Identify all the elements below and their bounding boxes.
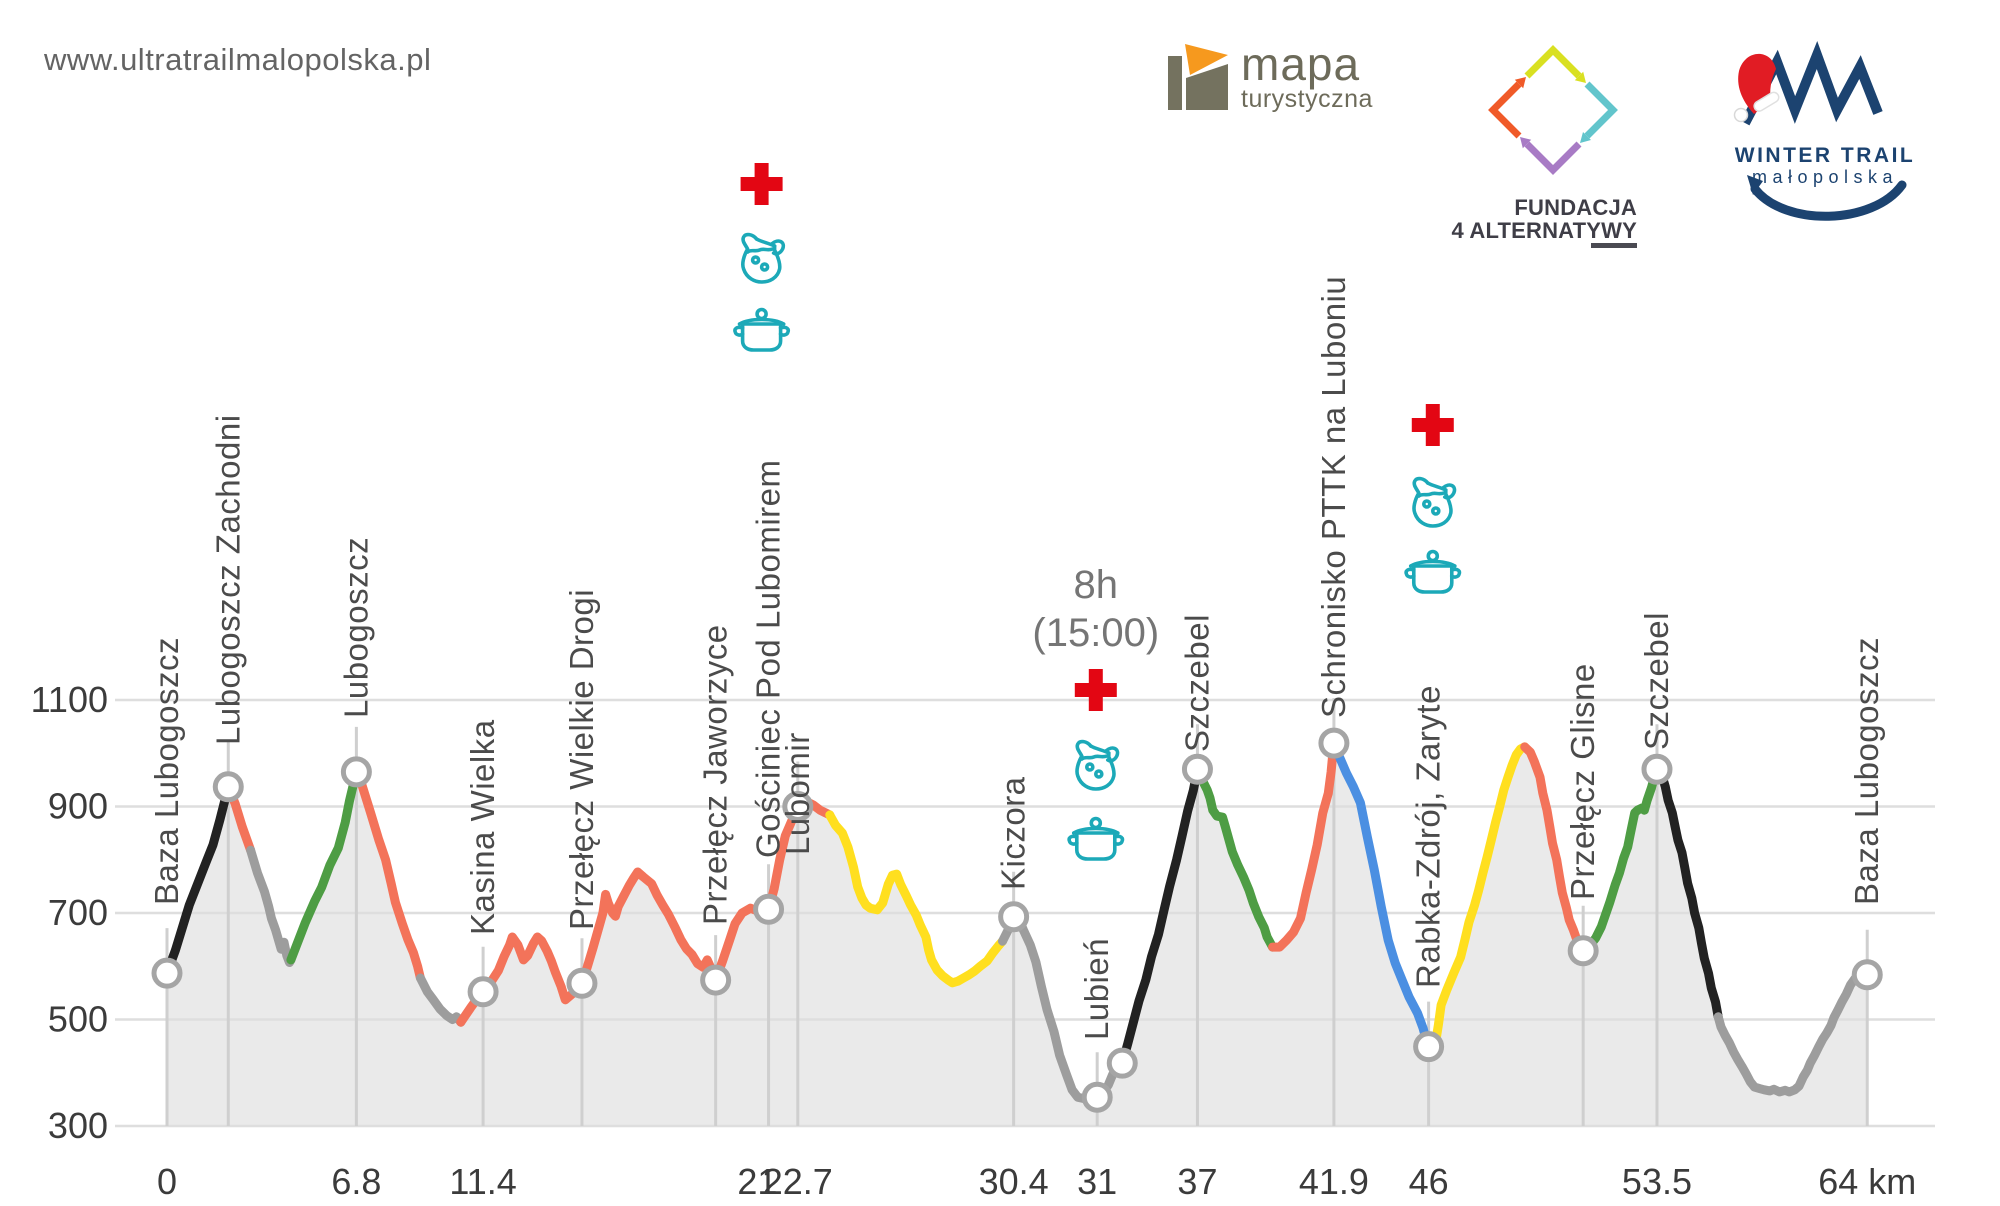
waypoint-marker [1641,753,1673,785]
waypoint-label: Lubogoszcz [337,537,374,718]
profile-segment-gray [415,973,466,1027]
food-pot-icon [733,307,790,352]
food-pot-icon [1067,816,1125,861]
y-axis-tick: 1100 [31,679,108,720]
y-axis-tick: 700 [48,892,108,933]
profile-segment-green [1578,764,1662,956]
x-axis-tick: 21 [737,1161,777,1202]
mapa-logo-subtitle: turystyczna [1241,85,1373,113]
profile-segment-green [1197,774,1278,952]
waypoint-label: Kasina Wielka [464,719,501,935]
smile-arc-icon [1750,180,1907,221]
x-axis-tick: 37 [1177,1161,1217,1202]
waypoint-label: Schronisko PTTK na Luboniu [1315,276,1352,718]
profile-segment-yellow [1431,742,1530,1047]
x-axis-tick: 41.9 [1299,1161,1369,1202]
x-axis-tick: 31 [1077,1161,1117,1202]
waypoint-marker [782,791,814,822]
y-axis-tick: 300 [48,1105,108,1146]
drink-jug-icon [1075,739,1120,791]
profile-segment-green [286,767,361,965]
waypoint-marker [1413,1031,1445,1063]
x-axis-tick: 6.8 [331,1161,381,1202]
x-axis-tick: 64 km [1818,1161,1916,1202]
winter-trail-malopolska-logo: WINTER TRAIL małopolska [1725,35,1935,245]
waypoint-label: Szczebel [1178,614,1215,752]
profile-segment-salmon [1268,738,1339,952]
waypoint-label: Gościniec Pod Lubomirem [750,459,787,858]
waypoint-label: Rabka-Zdrój, Zaryte [1410,685,1447,988]
waypoint-marker [700,964,732,996]
waypoint-marker [1851,959,1883,991]
profile-segment-salmon [351,767,425,983]
waypoint-marker [1181,753,1213,785]
mapa-logo-title: mapa [1241,38,1361,90]
x-axis-tick: 11.4 [449,1161,516,1202]
waypoint-label: Przełęcz Wielkie Drogi [563,589,600,930]
x-axis-tick: 30.4 [979,1161,1049,1202]
winter-trail-logo-line2: małopolska [1752,167,1898,187]
winter-trail-mountains-icon: WINTER TRAIL małopolska [1733,40,1915,221]
fundacja-logo-line1: FUNDACJA [1514,195,1637,220]
winter-trail-logo-line1: WINTER TRAIL [1735,144,1915,167]
fundacja-logo-line2: 4 ALTERNATYWY [1451,218,1637,243]
drink-jug-icon [741,232,786,284]
waypoint-label: Baza Lubogoszcz [1848,637,1885,905]
profile-segment-blue [1329,738,1434,1052]
fundacja-arrows-icon [1488,45,1618,175]
waypoint-marker [566,967,598,999]
first-aid-cross-icon [1074,669,1117,711]
first-aid-cross-icon [740,163,783,205]
waypoint-marker [1106,1047,1138,1079]
profile-segment-salmon [1520,742,1588,956]
waypoint-label: Szczebel [1638,612,1675,750]
profile-area-fill [167,743,1868,1126]
waypoint-label: Lubień [1078,938,1115,1040]
waypoint-marker [340,756,372,788]
cutoff-time-note: (15:00) [1032,611,1159,655]
mapa-turystyczna-icon [1168,44,1228,110]
waypoint-label: Kiczora [995,776,1032,890]
x-axis-tick: 22.7 [763,1161,833,1202]
waypoint-marker [467,976,499,1008]
fundacja-4-alternatywy-logo: FUNDACJA 4 ALTERNATYWY [1451,40,1715,255]
profile-segment-gray [246,845,296,967]
waypoint-marker [998,901,1030,933]
waypoint-label: Baza Lubogoszcz [148,637,185,905]
waypoint-marker [1318,727,1350,759]
profile-segment-black [1117,764,1207,1068]
waypoint-label: Przełęcz Glisne [1564,663,1601,900]
x-axis-tick: 46 [1409,1161,1449,1202]
profile-segment-black [1652,764,1723,1022]
waypoint-marker [151,957,183,989]
profile-segment-gray [1713,968,1872,1097]
profile-segment-black [162,782,233,978]
profile-segment-yellow [825,810,1007,988]
drink-jug-icon [1412,476,1457,528]
waypoint-marker [1081,1081,1113,1113]
website-url: www.ultratrailmalopolska.pl [44,42,432,77]
y-axis-tick: 900 [48,786,108,827]
waypoint-marker [753,893,785,925]
food-pot-icon [1404,549,1462,594]
first-aid-cross-icon [1411,404,1454,446]
x-axis-tick: 0 [157,1161,177,1202]
waypoint-label: Lubomir [779,732,816,855]
cutoff-time-note: 8h [1074,563,1119,607]
smile-arrowhead-icon [1747,175,1763,195]
fundacja-logo-underline [1591,243,1637,248]
x-axis-tick: 53.5 [1622,1161,1692,1202]
y-axis-tick: 500 [48,999,108,1040]
waypoint-label: Lubogoszcz Zachodni [209,414,246,745]
waypoint-marker [1567,935,1599,967]
mapa-turystyczna-logo: mapa turystyczna [1168,38,1373,116]
waypoint-marker [212,771,244,803]
waypoint-label: Przełęcz Jaworzyce [697,624,734,925]
